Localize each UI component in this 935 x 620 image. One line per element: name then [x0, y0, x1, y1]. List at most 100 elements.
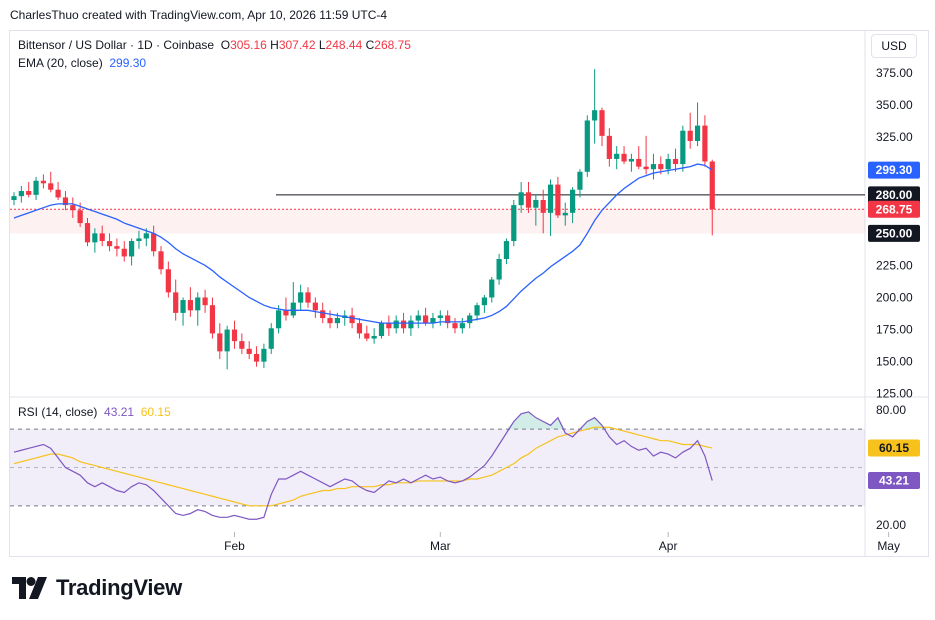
price-axis-label-bg — [868, 224, 920, 242]
open-label: O — [220, 38, 231, 52]
symbol-name: Bittensor / US Dollar · 1D · Coinbase — [18, 38, 215, 52]
candle-body — [33, 180, 39, 195]
x-tick-label: May — [877, 539, 900, 553]
candle-body — [349, 315, 355, 324]
currency-button[interactable]: USD — [871, 34, 917, 58]
candle-body — [283, 310, 289, 316]
rsi-axis-label: 43.21 — [879, 474, 909, 488]
close-label: C — [365, 38, 375, 52]
chart-credit: CharlesThuo created with TradingView.com… — [10, 8, 388, 22]
low-value: 248.44 — [325, 38, 363, 52]
candle-body — [246, 348, 252, 354]
rsi-ma-value: 60.15 — [140, 405, 171, 419]
candle-body — [393, 320, 399, 329]
candle-body — [650, 164, 657, 170]
candle-body — [26, 191, 32, 195]
chart-frame — [9, 30, 929, 557]
candle-body — [533, 199, 539, 208]
brand-name: TradingView — [56, 575, 182, 600]
candle-body — [364, 333, 370, 339]
candle-body — [415, 315, 421, 321]
price-axis-label: 280.00 — [876, 188, 913, 202]
rsi-overbought-fill — [506, 411, 610, 430]
candle-body — [70, 205, 76, 211]
candle-body — [445, 315, 451, 324]
candle-body — [231, 329, 238, 342]
high-label: H — [270, 38, 279, 52]
rsi-legend: RSI (14, close) 43.21 60.15 — [18, 405, 171, 419]
candle-body — [496, 259, 502, 280]
candle-body — [253, 353, 260, 362]
candle-body — [621, 153, 627, 162]
candle-body — [298, 292, 304, 303]
candle-body — [356, 323, 363, 334]
candle-body — [305, 292, 311, 303]
candle-body — [584, 120, 590, 172]
rsi-ma-line — [13, 426, 713, 507]
candle-body — [158, 251, 164, 270]
price-axis-label: 250.00 — [876, 226, 913, 240]
candle-body — [606, 135, 612, 159]
candle-body — [371, 335, 377, 339]
candle-body — [702, 125, 708, 162]
candle-body — [555, 184, 561, 216]
candle-body — [525, 192, 532, 208]
candle-body — [136, 238, 142, 242]
candle-body — [680, 130, 686, 165]
candle-body — [217, 333, 223, 352]
candle-body — [643, 166, 649, 170]
price-axis-label-bg — [868, 161, 920, 179]
candle-body — [489, 279, 495, 298]
candle-body — [84, 223, 91, 243]
price-axis-label-bg — [868, 200, 920, 218]
candle-body — [202, 297, 208, 306]
rsi-tick-label: 80.00 — [876, 403, 906, 417]
ema-line — [13, 163, 713, 324]
candle-body — [437, 315, 443, 319]
candle-body — [129, 241, 135, 257]
rsi-value: 43.21 — [104, 405, 135, 419]
ema-value: 299.30 — [109, 56, 147, 70]
candle-body — [268, 328, 274, 349]
high-value: 307.42 — [278, 38, 316, 52]
candle-body — [187, 300, 193, 311]
candle-body — [224, 329, 230, 352]
candle-body — [290, 302, 296, 316]
tradingview-logo: TradingView — [12, 575, 182, 601]
candle-body — [540, 199, 546, 213]
candle-body — [665, 158, 671, 170]
candle-body — [481, 297, 487, 306]
rsi-line — [13, 411, 713, 520]
candle-body — [173, 292, 179, 313]
candle-body — [687, 130, 693, 141]
x-tick-label: Apr — [659, 539, 678, 553]
candle-body — [592, 110, 598, 121]
candle-body — [106, 241, 113, 247]
price-axis-label: 268.75 — [876, 202, 913, 216]
candle-body — [18, 191, 24, 197]
rsi-axis-label-bg — [868, 439, 920, 457]
candle-body — [577, 171, 583, 190]
open-value: 305.16 — [230, 38, 267, 52]
x-tick-label: Mar — [430, 539, 451, 553]
x-tick-label: Feb — [224, 539, 245, 553]
candle-body — [628, 158, 634, 162]
price-tick-label: 375.00 — [876, 66, 913, 80]
candle-body — [48, 183, 54, 190]
candle-body — [672, 158, 679, 165]
candle-body — [40, 180, 46, 184]
candle-body — [503, 241, 510, 260]
candle-body — [195, 297, 201, 311]
candle-body — [276, 310, 282, 329]
candle-body — [614, 153, 620, 159]
candle-body — [459, 323, 465, 329]
candle-body — [62, 197, 69, 206]
candle-body — [261, 348, 267, 362]
ema-legend: EMA (20, close) 299.30 — [18, 56, 146, 70]
rsi-tick-label: 20.00 — [876, 518, 906, 532]
candle-body — [114, 246, 120, 249]
candle-body — [599, 110, 605, 136]
candle-body — [334, 318, 340, 324]
candle-body — [400, 320, 407, 329]
